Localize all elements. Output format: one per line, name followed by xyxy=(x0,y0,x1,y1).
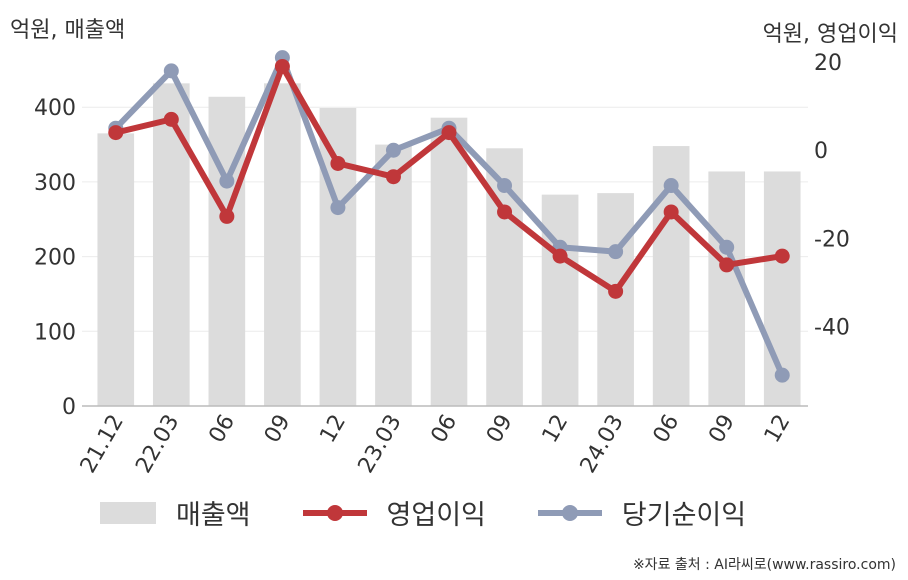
operating-profit-point xyxy=(274,58,290,74)
operating-profit-point xyxy=(663,204,679,220)
legend: 매출액 영업이익 당기순이익 xyxy=(100,493,798,532)
x-axis-tick-label: 06 xyxy=(427,411,463,448)
sales-bar xyxy=(97,133,135,406)
source-note: ※자료 출처 : AI라씨로(www.rassiro.com) xyxy=(632,557,896,573)
operating-profit-point xyxy=(163,111,179,127)
left-axis-tick-label: 400 xyxy=(34,96,76,121)
right-axis-tick-label: 20 xyxy=(814,51,842,76)
net-income-swatch xyxy=(537,502,602,524)
left-axis-unit-label: 억원, 매출액 xyxy=(10,18,126,43)
net-income-point xyxy=(774,367,790,383)
operating-profit-point xyxy=(441,125,457,141)
operating-profit-point xyxy=(719,257,735,273)
operating-profit-point xyxy=(385,169,401,185)
net-income-point xyxy=(719,239,735,255)
left-axis-tick-label: 300 xyxy=(34,171,76,196)
x-axis-tick-label: 09 xyxy=(482,411,518,448)
x-axis-tick-label: 09 xyxy=(260,411,296,448)
sales-bar xyxy=(708,171,746,406)
legend-label-sales: 매출액 xyxy=(176,500,251,531)
sales-bar xyxy=(763,171,801,406)
sales-bar xyxy=(597,193,634,406)
operating-profit-point xyxy=(330,155,346,171)
operating-profit-point xyxy=(774,248,790,264)
right-axis-tick-label: -40 xyxy=(814,316,850,341)
operating-profit-swatch xyxy=(302,502,367,524)
x-axis-tick-label: 22.03 xyxy=(131,411,184,478)
operating-profit-point xyxy=(497,204,513,220)
net-income-point xyxy=(608,244,624,260)
x-axis-tick-label: 09 xyxy=(704,411,740,448)
legend-item-sales: 매출액 xyxy=(100,493,251,532)
legend-item-operating-profit: 영업이익 xyxy=(302,493,486,532)
net-income-point xyxy=(497,178,513,194)
sales-bar xyxy=(430,117,468,406)
operating-profit-point xyxy=(219,208,235,224)
net-income-point xyxy=(385,142,401,158)
operating-profit-point xyxy=(108,125,124,141)
sales-bar xyxy=(375,144,412,407)
left-axis-tick-label: 0 xyxy=(62,395,76,420)
legend-label-operating-profit: 영업이익 xyxy=(386,500,486,531)
net-income-point xyxy=(330,200,346,216)
sales-swatch xyxy=(100,501,156,524)
x-axis-tick-label: 06 xyxy=(649,411,685,448)
sales-bar xyxy=(319,107,357,406)
net-income-point xyxy=(663,178,679,194)
net-income-point xyxy=(219,173,235,189)
profit-lines xyxy=(108,50,790,383)
sales-bar xyxy=(152,83,190,406)
x-axis-tick-label: 06 xyxy=(204,411,240,448)
right-axis-tick-label: -20 xyxy=(814,227,850,252)
left-axis-tick-label: 100 xyxy=(34,320,76,345)
sales-bar xyxy=(541,194,579,406)
x-axis-tick-label: 24.03 xyxy=(576,411,629,478)
legend-item-net-income: 당기순이익 xyxy=(537,493,747,532)
x-axis-tick-label: 12 xyxy=(315,411,351,448)
x-axis-tick-label: 12 xyxy=(760,411,796,448)
legend-label-net-income: 당기순이익 xyxy=(621,500,747,531)
operating-profit-point xyxy=(552,248,568,264)
x-axis-tick-label: 21.12 xyxy=(76,411,129,478)
sales-bars xyxy=(97,83,801,407)
x-axis-tick-label: 23.03 xyxy=(354,411,407,478)
operating-profit-point xyxy=(608,283,624,299)
left-axis-tick-label: 200 xyxy=(34,246,76,271)
right-axis-unit-label: 억원, 영업이익 xyxy=(762,22,898,47)
sales-bar xyxy=(208,96,246,407)
net-income-point xyxy=(163,63,179,79)
x-axis-tick-label: 12 xyxy=(538,411,574,448)
sales-bar xyxy=(264,83,301,406)
right-axis-tick-label: 0 xyxy=(814,139,828,164)
